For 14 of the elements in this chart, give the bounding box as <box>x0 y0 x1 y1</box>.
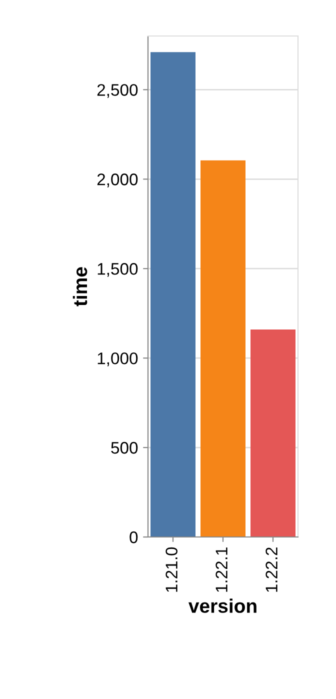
y-tick-label: 2,500 <box>97 84 138 98</box>
x-tick-label: 1.22.1 <box>216 548 228 592</box>
bar <box>250 329 296 537</box>
y-tick-label: 2,000 <box>97 174 138 188</box>
x-tick-label: 1.22.2 <box>266 548 278 592</box>
y-tick-label: 1,000 <box>98 352 138 366</box>
y-axis-title: time <box>72 267 88 306</box>
y-tick-label: 0 <box>130 531 138 544</box>
bar <box>150 52 196 537</box>
y-tick-label: 500 <box>111 442 138 454</box>
x-tick-label: 1.21.0 <box>166 547 178 592</box>
x-axis-title: version <box>188 598 256 613</box>
y-tick-label: 1,500 <box>98 263 138 277</box>
bar <box>200 160 246 537</box>
